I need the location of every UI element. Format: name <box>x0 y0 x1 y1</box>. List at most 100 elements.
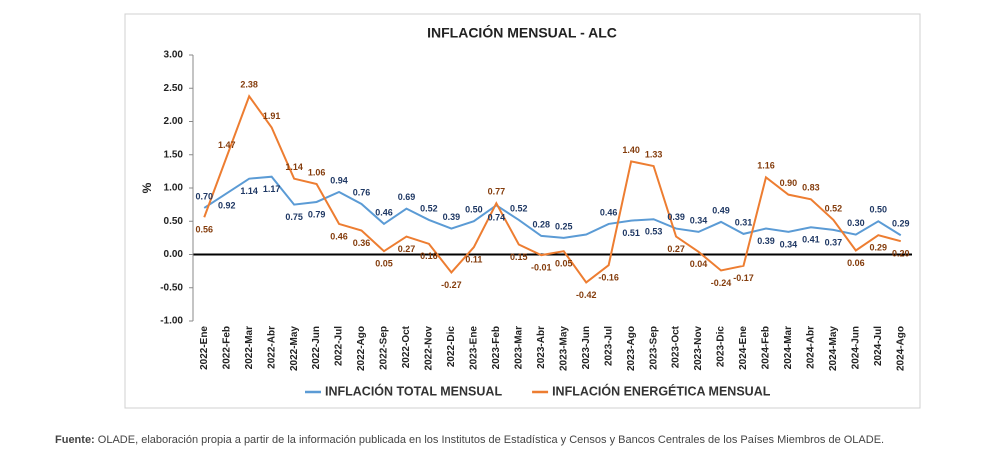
x-tick-label: 2023-Mar <box>513 326 524 369</box>
x-tick-label: 2024-Mar <box>783 326 794 369</box>
x-tick-label: 2022-Jun <box>311 326 322 369</box>
data-label: 1.06 <box>308 167 326 177</box>
data-label: 0.05 <box>375 259 393 269</box>
data-label: 0.31 <box>735 217 753 227</box>
y-tick-label: 0.50 <box>164 216 184 227</box>
data-label: 0.69 <box>398 192 416 202</box>
source-note: Fuente: OLADE, elaboración propia a part… <box>55 434 884 446</box>
series-line <box>203 175 902 239</box>
x-tick-label: 2022-Abr <box>266 326 277 369</box>
data-label: -0.01 <box>531 263 552 273</box>
x-tick-label: 2023-Jul <box>603 326 614 366</box>
data-label: 0.94 <box>330 175 348 185</box>
data-label: 1.16 <box>757 161 775 171</box>
data-label: 0.53 <box>645 227 663 237</box>
x-tick-label: 2024-Abr <box>806 326 817 369</box>
data-label: -0.17 <box>733 273 754 283</box>
data-label: 0.39 <box>443 212 461 222</box>
data-label: 0.79 <box>308 209 326 219</box>
y-tick-label: -1.00 <box>160 316 183 327</box>
data-label: 1.17 <box>263 184 281 194</box>
x-tick-label: 2022-Sep <box>379 326 390 370</box>
y-tick-label: 2.00 <box>164 116 184 127</box>
data-label: 0.76 <box>353 187 371 197</box>
data-label: 0.16 <box>420 251 438 261</box>
data-label: 0.06 <box>847 258 865 268</box>
x-tick-label: 2023-Ago <box>626 326 637 371</box>
legend-label: INFLACIÓN ENERGÉTICA MENSUAL <box>552 383 771 398</box>
y-tick-label: 1.50 <box>164 149 184 160</box>
x-tick-label: 2024-Feb <box>761 326 772 369</box>
x-tick-label: 2024-Jun <box>850 326 861 369</box>
x-tick-label: 2022-Feb <box>221 326 232 369</box>
x-tick-label: 2022-Ago <box>356 326 367 371</box>
data-label: 0.34 <box>780 239 798 249</box>
data-label: -0.27 <box>441 280 462 290</box>
y-tick-label: 1.00 <box>164 183 184 194</box>
x-tick-label: 2024-Jul <box>873 326 884 366</box>
data-label: 0.74 <box>488 213 506 223</box>
data-label: 0.36 <box>353 238 371 248</box>
data-label: 0.46 <box>375 207 393 217</box>
data-label: 0.27 <box>398 244 416 254</box>
source-label: Fuente: <box>55 434 95 446</box>
data-label: 1.33 <box>645 149 663 159</box>
data-label: 0.34 <box>690 215 708 225</box>
x-tick-label: 2023-Feb <box>491 326 502 369</box>
data-label: 0.75 <box>285 212 303 222</box>
data-label: 0.90 <box>780 178 798 188</box>
data-label: 0.04 <box>690 259 708 269</box>
data-label: 0.49 <box>712 205 730 215</box>
x-tick-label: 2023-Oct <box>671 325 682 368</box>
x-tick-label: 2022-May <box>289 326 300 371</box>
y-axis-label: % <box>140 182 154 193</box>
data-label: 0.52 <box>420 203 438 213</box>
x-tick-label: 2023-Nov <box>693 326 704 371</box>
data-label: 0.41 <box>802 235 820 245</box>
data-label: 0.15 <box>510 252 528 262</box>
source-text: OLADE, elaboración propia a partir de la… <box>98 434 884 446</box>
data-label: 0.30 <box>847 218 865 228</box>
y-tick-label: 2.50 <box>164 83 184 94</box>
data-label: 0.46 <box>600 207 618 217</box>
series-line <box>203 94 902 284</box>
data-label: 2.38 <box>240 80 258 90</box>
x-tick-label: 2024-Ago <box>895 326 906 371</box>
data-label: 1.40 <box>622 145 640 155</box>
y-tick-label: -0.50 <box>160 282 183 293</box>
data-label: 0.50 <box>465 205 483 215</box>
x-tick-label: 2022-Mar <box>244 326 255 369</box>
x-tick-label: 2022-Jul <box>334 326 345 366</box>
x-tick-label: 2024-Ene <box>738 326 749 370</box>
data-label: 0.20 <box>892 249 910 259</box>
chart-frame <box>124 13 921 409</box>
y-tick-label: 0.00 <box>164 249 184 260</box>
data-label: 1.14 <box>285 162 303 172</box>
data-label: 0.29 <box>870 243 888 253</box>
data-label: 0.77 <box>488 187 506 197</box>
legend-label: INFLACIÓN TOTAL MENSUAL <box>325 383 502 398</box>
data-label: 0.83 <box>802 183 820 193</box>
x-tick-label: 2022-Ene <box>199 326 210 370</box>
data-label: 0.51 <box>622 228 640 238</box>
x-tick-label: 2022-Nov <box>424 326 435 371</box>
data-label: 0.52 <box>510 203 528 213</box>
data-label: 0.39 <box>667 212 685 222</box>
data-label: 0.25 <box>555 221 573 231</box>
data-label: 0.46 <box>330 231 348 241</box>
data-label: 0.39 <box>757 236 775 246</box>
x-tick-label: 2023-Dic <box>716 326 727 368</box>
x-tick-label: 2023-Sep <box>648 326 659 370</box>
data-label: 0.92 <box>218 201 236 211</box>
data-label: 0.29 <box>892 219 910 229</box>
data-label: 0.28 <box>533 219 551 229</box>
data-label: 0.27 <box>667 244 685 254</box>
x-tick-label: 2023-Abr <box>536 326 547 369</box>
data-label: 0.52 <box>825 203 843 213</box>
y-tick-label: 3.00 <box>164 50 184 61</box>
x-tick-label: 2023-Jun <box>581 326 592 369</box>
x-tick-label: 2024-May <box>828 326 839 371</box>
data-label: 1.91 <box>263 111 281 121</box>
